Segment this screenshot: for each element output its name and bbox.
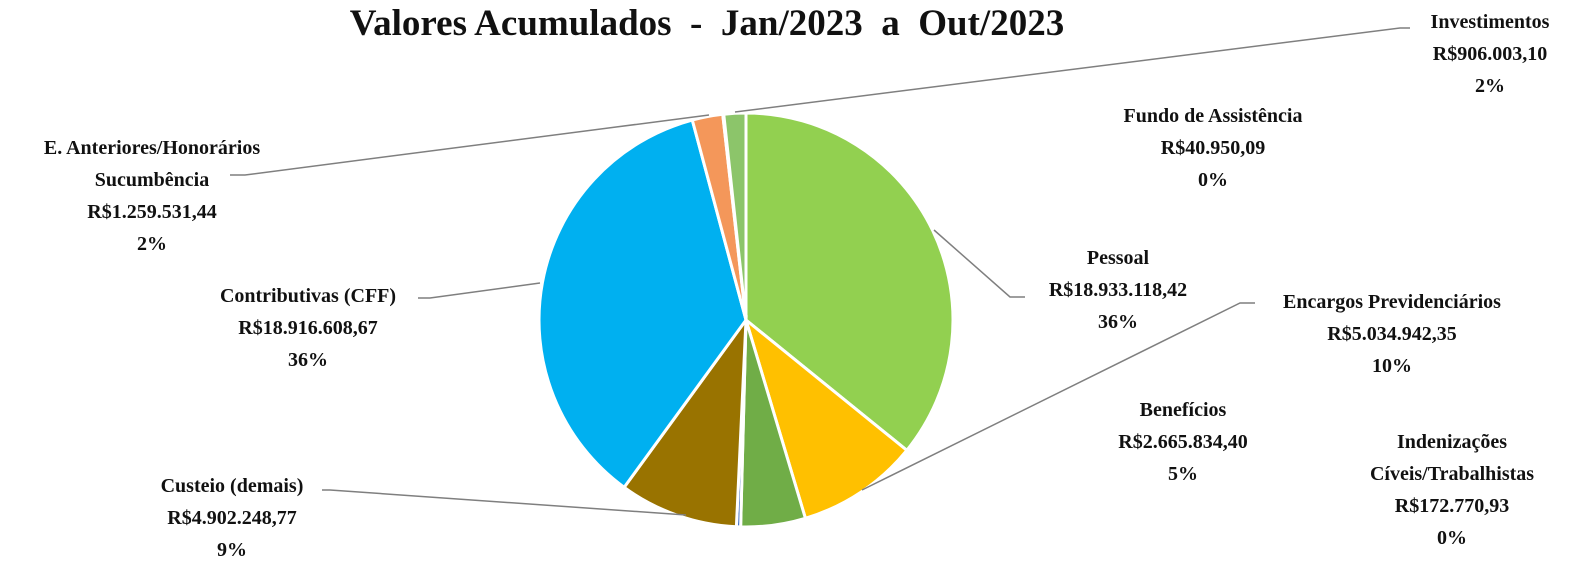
category-name: Contributivas (CFF) — [178, 280, 438, 312]
category-name: Indenizações Cíveis/Trabalhistas — [1342, 426, 1562, 490]
value-label: R$4.902.248,77 — [122, 502, 342, 534]
percent-label: 0% — [1083, 164, 1343, 196]
percent-label: 0% — [1342, 522, 1562, 554]
percent-label: 5% — [1083, 458, 1283, 490]
category-name: Encargos Previdenciários — [1242, 286, 1542, 318]
category-name: Pessoal — [988, 242, 1248, 274]
category-name: Investimentos — [1400, 6, 1575, 38]
value-label: R$2.665.834,40 — [1083, 426, 1283, 458]
value-label: R$18.916.608,67 — [178, 312, 438, 344]
category-name: Benefícios — [1083, 394, 1283, 426]
percent-label: 9% — [122, 534, 342, 566]
percent-label: 10% — [1242, 350, 1542, 382]
percent-label: 36% — [178, 344, 438, 376]
percent-label: 2% — [2, 228, 302, 260]
value-label: R$40.950,09 — [1083, 132, 1343, 164]
value-label: R$172.770,93 — [1342, 490, 1562, 522]
value-label: R$18.933.118,42 — [988, 274, 1248, 306]
category-name: Fundo de Assistência — [1083, 100, 1343, 132]
value-label: R$906.003,10 — [1400, 38, 1575, 70]
percent-label: 2% — [1400, 70, 1575, 102]
chart-title: Valores Acumulados - Jan/2023 a Out/2023 — [0, 2, 1414, 45]
percent-label: 36% — [988, 306, 1248, 338]
category-name: Custeio (demais) — [122, 470, 342, 502]
chart: Valores Acumulados - Jan/2023 a Out/2023… — [0, 0, 1575, 559]
value-label: R$1.259.531,44 — [2, 196, 302, 228]
value-label: R$5.034.942,35 — [1242, 318, 1542, 350]
category-name: E. Anteriores/Honorários Sucumbência — [2, 132, 302, 196]
